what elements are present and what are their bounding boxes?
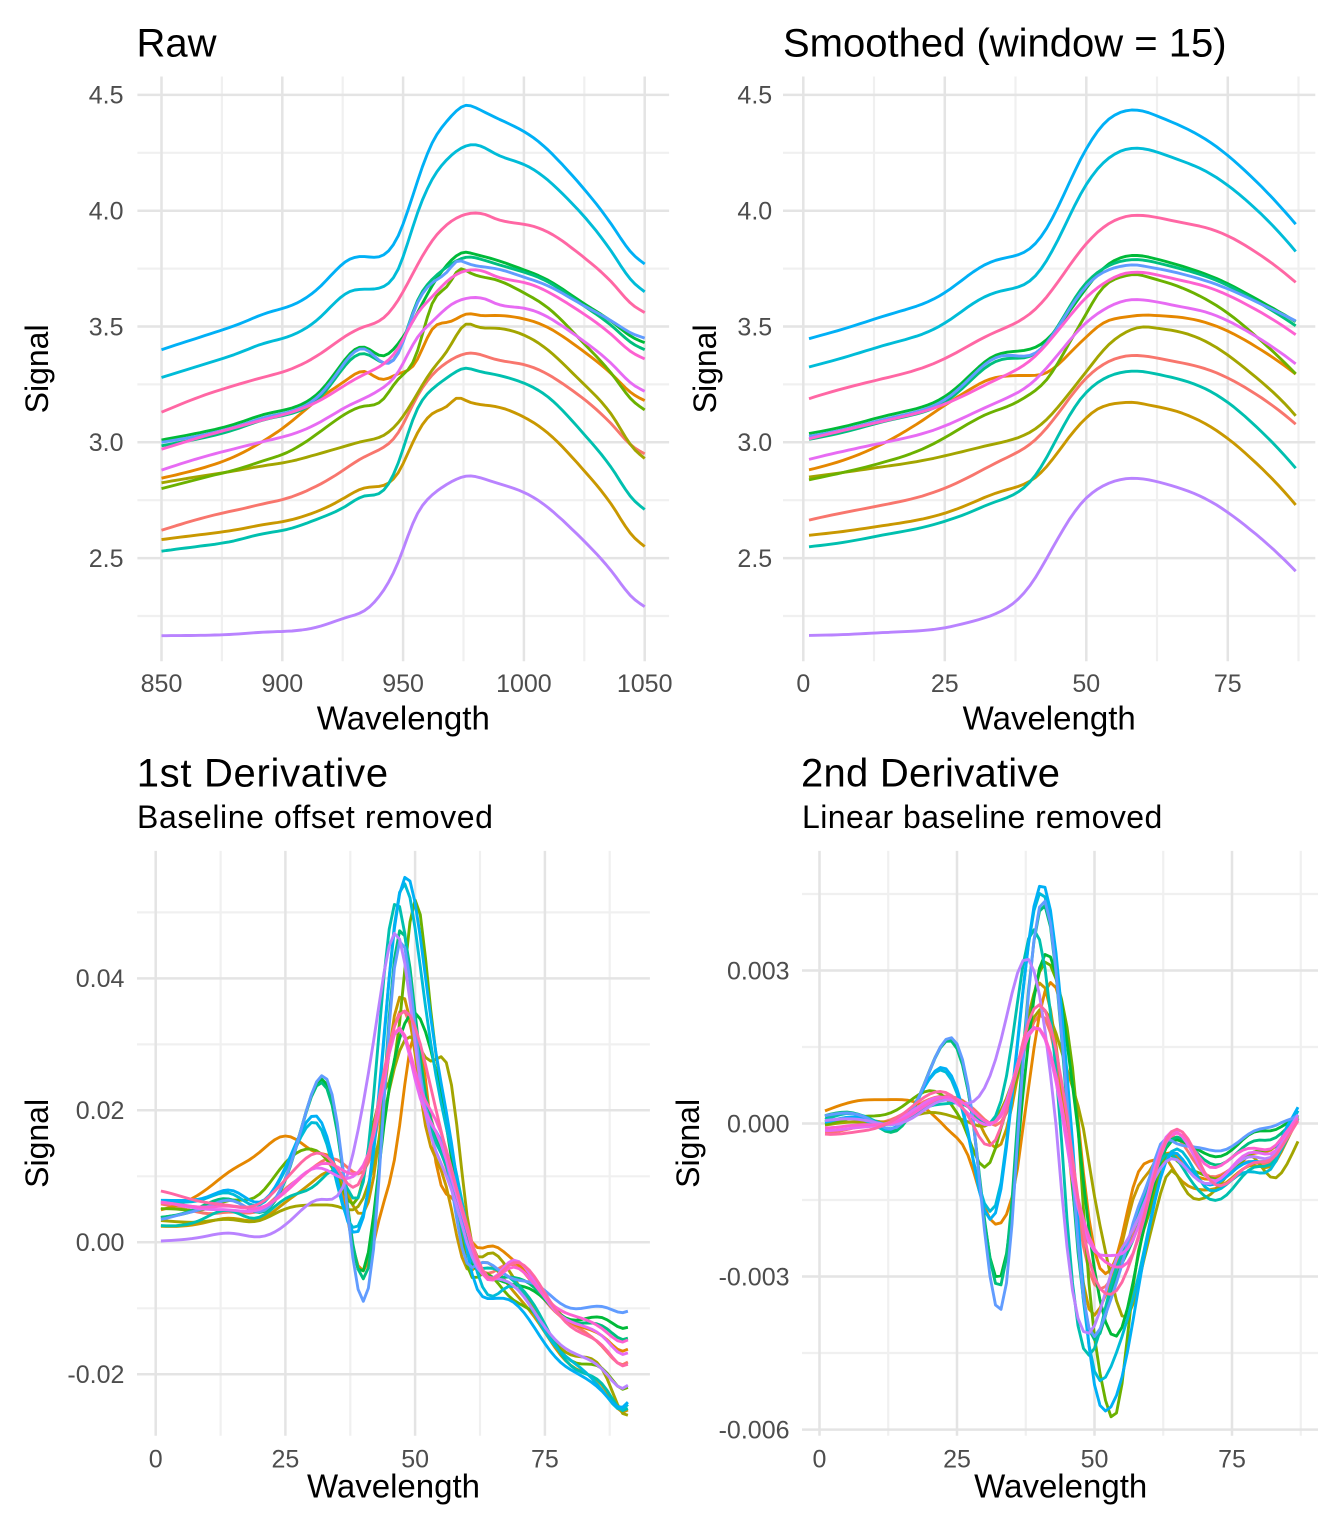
svg-text:3.5: 3.5 — [89, 313, 124, 341]
svg-text:0.00: 0.00 — [76, 1229, 125, 1257]
svg-text:25: 25 — [943, 1446, 971, 1474]
svg-text:950: 950 — [382, 670, 424, 698]
svg-text:50: 50 — [401, 1446, 429, 1474]
svg-text:Smoothed (window = 15): Smoothed (window = 15) — [783, 21, 1227, 65]
svg-text:0.003: 0.003 — [727, 957, 790, 985]
svg-text:Signal: Signal — [670, 1099, 706, 1188]
svg-text:850: 850 — [141, 670, 183, 698]
svg-text:Linear baseline removed: Linear baseline removed — [802, 799, 1163, 835]
svg-text:4.0: 4.0 — [89, 198, 124, 226]
svg-text:Wavelength: Wavelength — [963, 700, 1136, 737]
svg-text:Raw: Raw — [137, 21, 217, 65]
svg-text:0.04: 0.04 — [76, 965, 125, 993]
svg-text:25: 25 — [271, 1446, 299, 1474]
svg-text:Wavelength: Wavelength — [974, 1468, 1147, 1505]
svg-text:4.0: 4.0 — [737, 198, 772, 226]
svg-text:1050: 1050 — [617, 670, 673, 698]
svg-text:4.5: 4.5 — [737, 82, 772, 110]
svg-text:3.0: 3.0 — [89, 429, 124, 457]
svg-text:3.0: 3.0 — [737, 429, 772, 457]
svg-text:0.000: 0.000 — [727, 1110, 790, 1138]
svg-text:Signal: Signal — [687, 324, 723, 413]
svg-text:75: 75 — [1218, 1446, 1246, 1474]
svg-text:1000: 1000 — [496, 670, 552, 698]
svg-text:Signal: Signal — [19, 1099, 55, 1188]
svg-text:2.5: 2.5 — [737, 545, 772, 573]
svg-text:900: 900 — [261, 670, 303, 698]
svg-text:2.5: 2.5 — [89, 545, 124, 573]
svg-text:-0.006: -0.006 — [719, 1416, 790, 1444]
svg-text:50: 50 — [1072, 670, 1100, 698]
svg-text:25: 25 — [931, 670, 959, 698]
svg-text:75: 75 — [531, 1446, 559, 1474]
svg-text:Signal: Signal — [19, 324, 55, 413]
svg-text:Wavelength: Wavelength — [307, 1468, 480, 1505]
svg-text:-0.02: -0.02 — [67, 1361, 124, 1389]
svg-text:-0.003: -0.003 — [719, 1263, 790, 1291]
svg-text:75: 75 — [1214, 670, 1242, 698]
svg-text:0: 0 — [149, 1446, 163, 1474]
svg-text:50: 50 — [1081, 1446, 1109, 1474]
svg-text:4.5: 4.5 — [89, 82, 124, 110]
svg-text:1st Derivative: 1st Derivative — [137, 751, 389, 795]
svg-text:Baseline offset removed: Baseline offset removed — [137, 799, 494, 835]
svg-text:2nd Derivative: 2nd Derivative — [801, 751, 1060, 795]
svg-text:0: 0 — [796, 670, 810, 698]
svg-text:Wavelength: Wavelength — [317, 700, 490, 737]
svg-text:3.5: 3.5 — [737, 313, 772, 341]
svg-text:0.02: 0.02 — [76, 1097, 125, 1125]
svg-text:0: 0 — [813, 1446, 827, 1474]
